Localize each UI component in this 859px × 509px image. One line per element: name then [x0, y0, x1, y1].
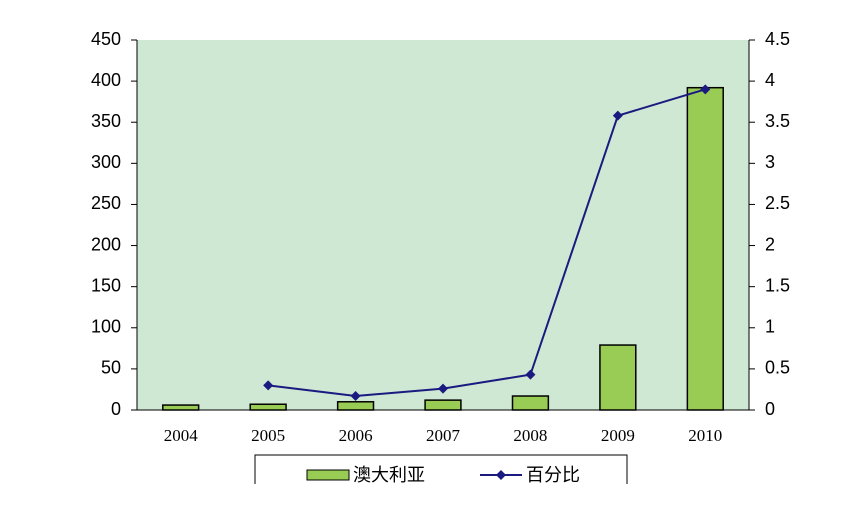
y2-tick-label: 1.5 — [765, 275, 790, 295]
legend-box — [254, 454, 628, 484]
y2-tick-label: 3.5 — [765, 111, 790, 131]
bar — [599, 344, 637, 411]
marker — [350, 391, 361, 402]
y2-tick-label: 4 — [765, 70, 775, 90]
y2-tick-label: 3 — [765, 152, 775, 172]
x-tick-label: 2009 — [601, 426, 635, 445]
marker — [525, 369, 536, 380]
y-tick-label: 300 — [91, 152, 121, 172]
bar — [249, 403, 287, 411]
y2-tick-label: 4.5 — [765, 29, 790, 49]
bar — [336, 401, 375, 411]
y-tick-label: 100 — [91, 317, 121, 337]
x-tick-label: 2005 — [251, 426, 285, 445]
legend-label: 澳大利亚 — [353, 465, 425, 485]
bar — [162, 404, 200, 411]
y2-tick-label: 0 — [765, 399, 775, 419]
y2-tick-label: 2 — [765, 234, 775, 254]
bar — [424, 399, 462, 411]
y2-tick-label: 0.5 — [765, 358, 790, 378]
legend-swatch — [306, 469, 350, 481]
x-tick-label: 2007 — [426, 426, 461, 445]
marker — [612, 110, 623, 121]
y-tick-label: 250 — [91, 193, 121, 213]
line — [268, 88, 706, 398]
x-tick-label: 2008 — [513, 426, 547, 445]
legend-marker — [496, 470, 506, 480]
plot-area — [137, 40, 749, 410]
bar — [511, 395, 550, 411]
marker — [700, 84, 711, 95]
y-tick-label: 0 — [111, 399, 121, 419]
x-tick-label: 2006 — [339, 426, 373, 445]
y2-tick-label: 1 — [765, 317, 775, 337]
y-tick-label: 50 — [101, 358, 121, 378]
y-tick-label: 150 — [91, 275, 121, 295]
marker — [438, 383, 448, 394]
y-tick-label: 350 — [91, 111, 121, 131]
y2-tick-label: 2.5 — [765, 193, 790, 213]
bar — [686, 86, 724, 411]
y-tick-label: 200 — [91, 234, 121, 254]
legend-label: 百分比 — [526, 465, 580, 485]
y-tick-label: 450 — [91, 29, 121, 49]
y-tick-label: 400 — [91, 70, 121, 90]
x-tick-label: 2010 — [688, 426, 722, 445]
marker — [263, 380, 274, 391]
x-tick-label: 2004 — [164, 426, 199, 445]
